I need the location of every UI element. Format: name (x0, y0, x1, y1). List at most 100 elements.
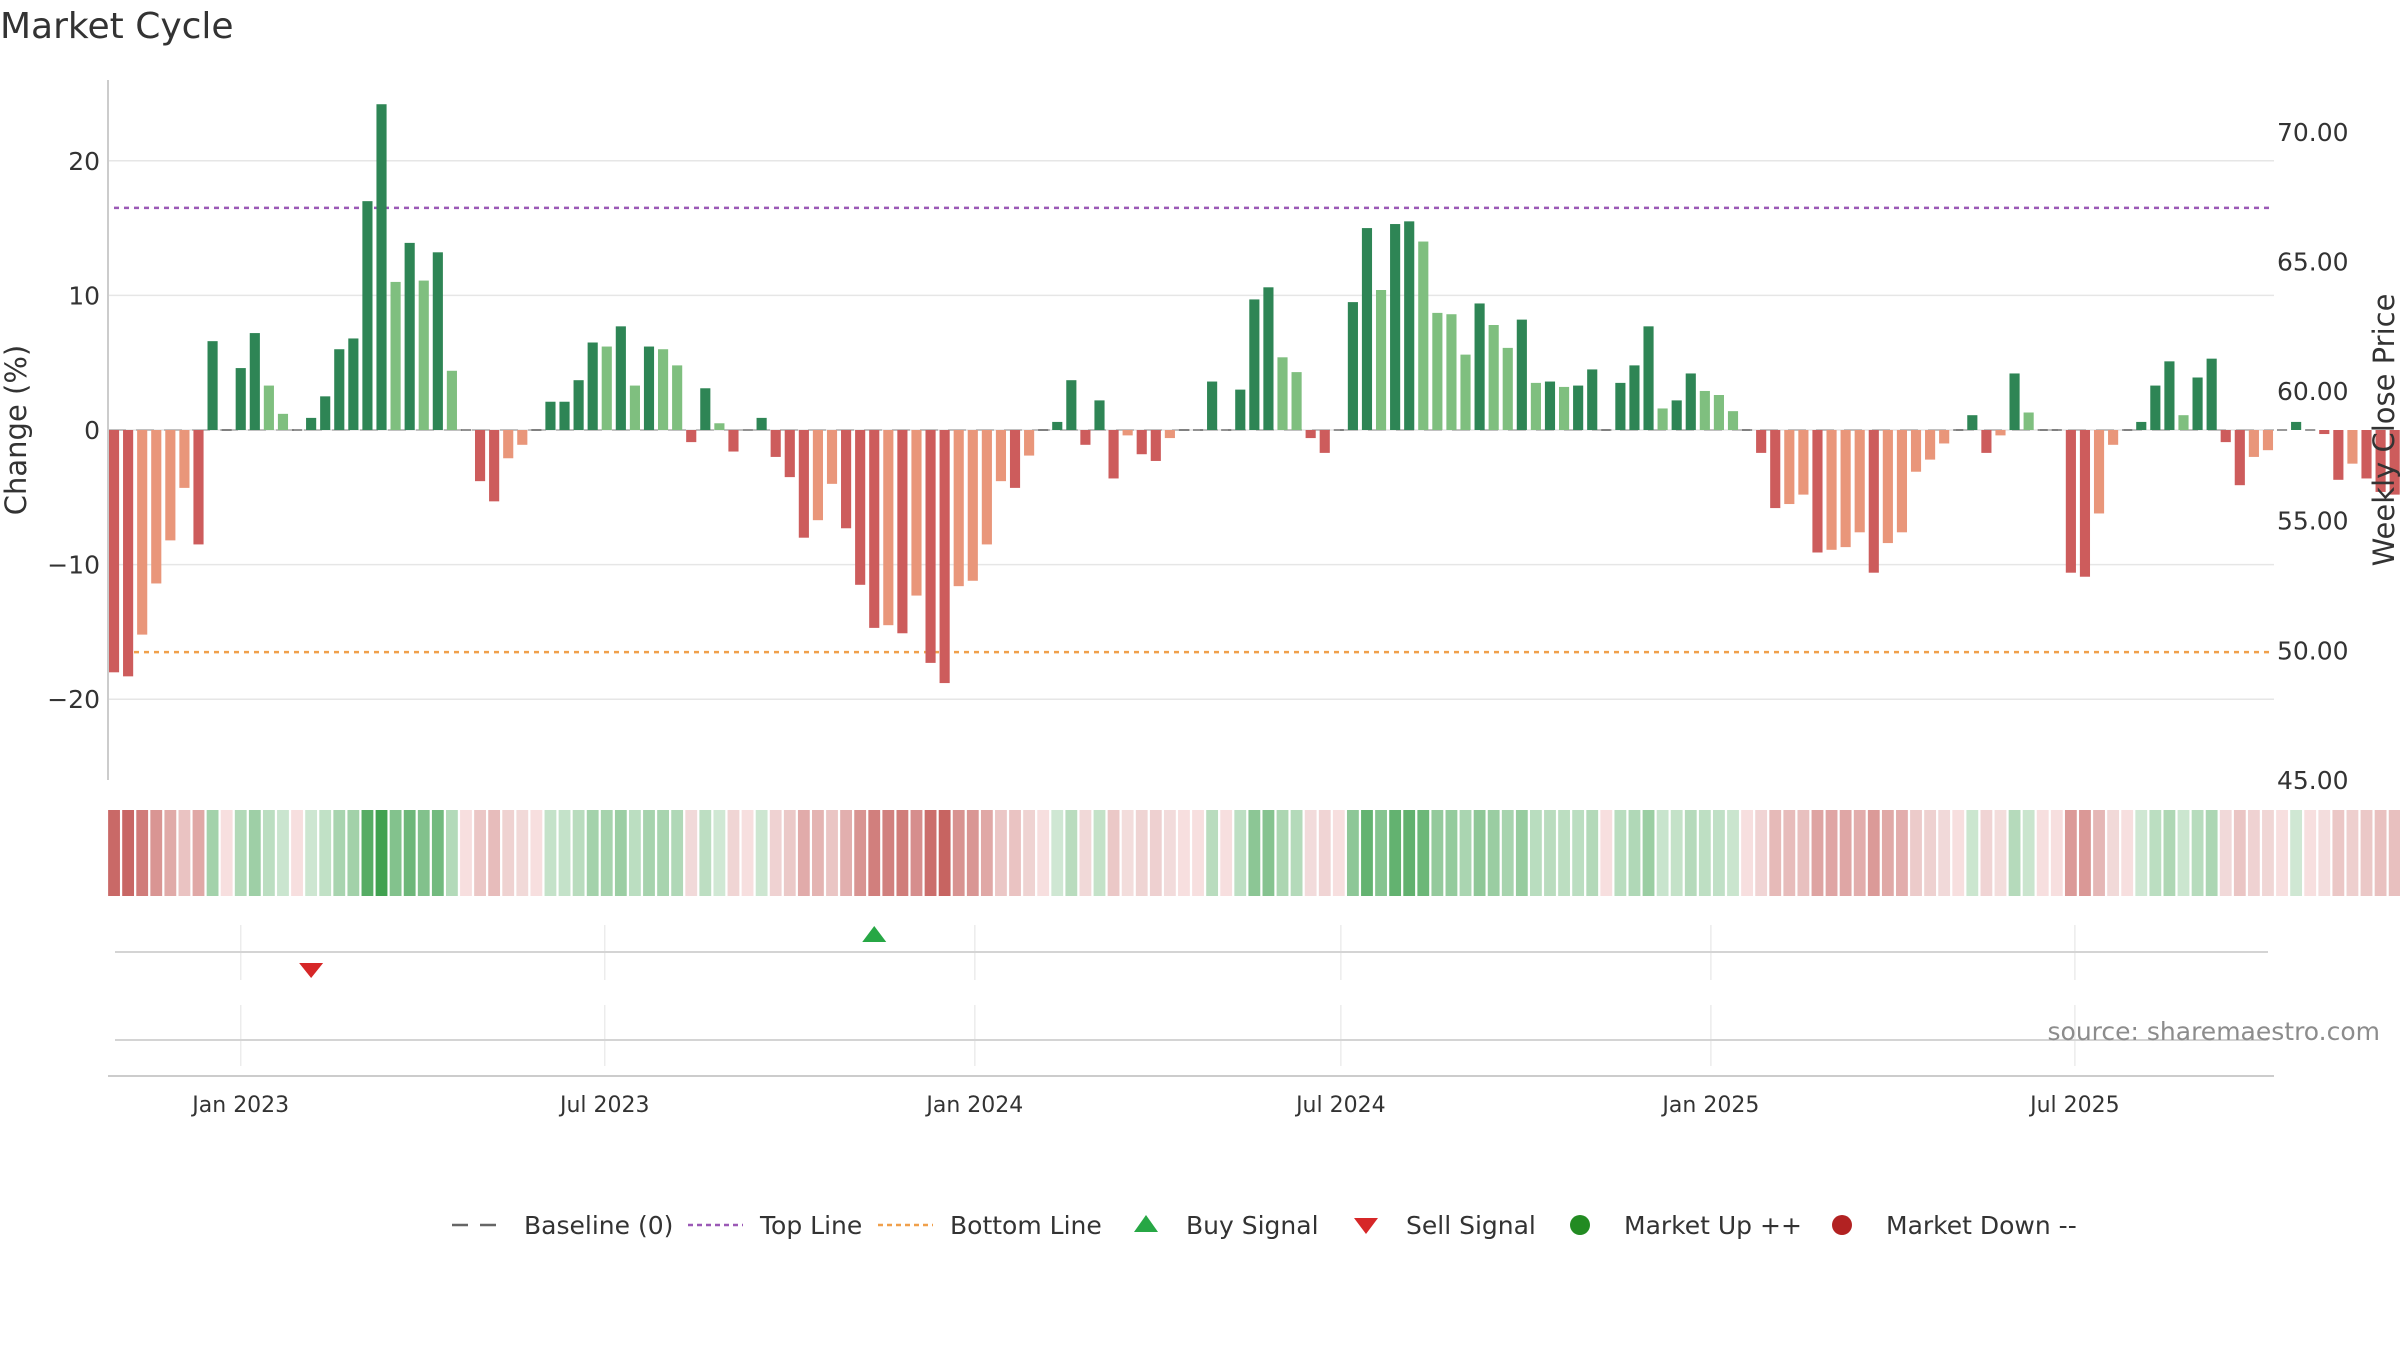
strip-cell (2360, 810, 2373, 896)
bar (841, 430, 852, 529)
strip-cell (1839, 810, 1852, 896)
bar (869, 430, 880, 628)
bar (1671, 400, 1682, 430)
strip-cell (403, 810, 416, 896)
bar (1699, 390, 1710, 430)
strip-cell (854, 810, 867, 896)
signal-panel (115, 925, 2268, 1066)
bar (1333, 429, 1344, 431)
bar (1066, 380, 1077, 430)
bar (643, 346, 655, 430)
bar (1629, 365, 1640, 430)
bar (249, 333, 260, 430)
bar (756, 417, 767, 430)
bar (1404, 221, 1415, 430)
bar (460, 429, 472, 431)
strip-cell (502, 810, 515, 896)
strip-cell (910, 810, 923, 896)
bar (1192, 429, 1204, 431)
bar (1784, 430, 1795, 505)
bar (601, 346, 612, 430)
strip-cell (713, 810, 726, 896)
bar (432, 252, 443, 430)
bar (517, 430, 528, 445)
bar (559, 401, 570, 430)
bar (1009, 430, 1021, 488)
strip-cell (474, 810, 486, 896)
bar (235, 368, 246, 430)
strip-cell (1107, 810, 1120, 896)
legend-item: Top Line (688, 1211, 862, 1240)
strip-cell (305, 810, 318, 896)
bar (1390, 224, 1401, 430)
bar (1502, 347, 1513, 430)
strip-cell (2022, 810, 2035, 896)
bar (1854, 430, 1865, 533)
bar (474, 430, 486, 482)
bar (1868, 430, 1879, 573)
legend-item: Market Up ++ (1570, 1211, 1802, 1240)
legend-item: Buy Signal (1134, 1211, 1319, 1240)
bar (587, 342, 598, 430)
strip-cell (1248, 810, 1261, 896)
bar (742, 429, 753, 431)
bar (2079, 430, 2091, 577)
strip-cell (1853, 810, 1866, 896)
market-down-legend-icon (1832, 1215, 1852, 1235)
strip-cell (2050, 810, 2063, 896)
strip-cell (882, 810, 895, 896)
strip-cell (1473, 810, 1486, 896)
bar (995, 430, 1007, 482)
strip-cell (572, 810, 585, 896)
buy-signal-marker (862, 926, 887, 942)
strip-cell (2290, 810, 2303, 896)
bar (629, 385, 640, 430)
bar (911, 430, 922, 596)
bar (1235, 389, 1246, 430)
bar (1587, 369, 1598, 430)
strip-cell (2079, 810, 2091, 896)
strip-cell (1825, 810, 1838, 896)
bar (193, 430, 204, 545)
strip-cell (2318, 810, 2331, 896)
bar (672, 365, 683, 430)
strip-cell (319, 810, 332, 896)
bar (1474, 303, 1485, 430)
strip-cell (2163, 810, 2176, 896)
y2-axis-label: Weekly Close Price (2367, 294, 2400, 567)
bar (855, 430, 866, 585)
legend: Baseline (0) Top Line Bottom Line Buy Signa… (452, 1211, 2077, 1240)
strip-cell (614, 810, 627, 896)
strip-cell (1234, 810, 1247, 896)
bar (2164, 361, 2175, 430)
bar (1024, 430, 1035, 456)
strip-cell (1867, 810, 1880, 896)
bar (2347, 430, 2358, 464)
y2-tick-label: 70.00 (2277, 118, 2349, 147)
strip-cell (1994, 810, 2007, 896)
strip-cell (1924, 810, 1937, 896)
bar (263, 385, 274, 430)
bar (812, 430, 824, 521)
strip-cell (1346, 810, 1359, 896)
bar (714, 423, 725, 430)
bar (1925, 430, 1936, 460)
bar (291, 429, 303, 431)
strip-cell (1656, 810, 1669, 896)
bar (207, 341, 218, 430)
strip-cell (150, 810, 163, 896)
bar (376, 104, 387, 430)
bar (897, 430, 908, 634)
strip-cell (1741, 810, 1753, 896)
bar (2150, 385, 2161, 430)
strip-cell (1163, 810, 1176, 896)
strip-cell (1881, 810, 1894, 896)
y-tick-label: −20 (47, 685, 100, 714)
strip-cell (1670, 810, 1683, 896)
legend-label: Baseline (0) (524, 1211, 673, 1240)
bar (953, 430, 964, 587)
bar (1207, 381, 1218, 430)
bar (404, 242, 415, 430)
bar (446, 370, 457, 430)
